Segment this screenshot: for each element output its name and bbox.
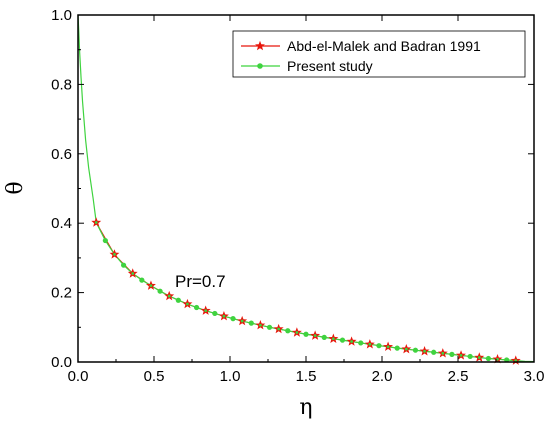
y-tick-label: 1.0	[51, 7, 72, 24]
annotation-pr: Pr=0.7	[175, 272, 226, 291]
legend-marker-circle	[257, 63, 263, 69]
x-tick-label: 3.0	[524, 368, 545, 385]
point-present-study	[193, 304, 200, 311]
point-present-study	[266, 324, 273, 330]
point-present-study	[259, 323, 262, 327]
point-present-study	[376, 343, 382, 349]
y-tick-label: 0.6	[51, 146, 72, 163]
point-present-study	[240, 319, 244, 323]
point-present-study	[477, 356, 481, 359]
y-tick-label: 0.2	[51, 285, 72, 302]
plot-layer	[77, 14, 535, 365]
point-present-study	[467, 353, 473, 360]
point-present-study	[441, 351, 445, 355]
point-present-study	[102, 237, 108, 244]
point-present-study	[449, 351, 455, 357]
point-present-study	[303, 331, 309, 337]
x-tick-label: 2.5	[448, 368, 469, 385]
point-present-study	[331, 337, 335, 341]
x-tick-label: 0.5	[144, 368, 165, 385]
y-tick-label: 0.4	[51, 215, 72, 232]
point-present-study	[368, 342, 372, 346]
point-present-study	[212, 310, 218, 317]
x-tick-label: 0.0	[68, 368, 89, 385]
y-axis-title: θ	[3, 181, 28, 194]
point-present-study	[131, 272, 135, 275]
point-present-study	[313, 334, 317, 338]
point-present-study	[412, 347, 419, 353]
point-present-study	[504, 357, 510, 363]
y-tick-label: 0.0	[51, 354, 72, 371]
legend-label: Present study	[287, 58, 373, 74]
point-present-study	[248, 320, 254, 326]
point-present-study	[277, 327, 281, 331]
ticks-layer: 0.0 0.5 1.0 1.5 2.0 2.5 3.0 0.0 0.2 0.4 0.6 0.8 1.0	[51, 7, 544, 385]
point-present-study	[358, 340, 364, 346]
point-present-study	[485, 355, 491, 362]
legend-label: Abd-el-Malek and Badran 1991	[287, 38, 481, 54]
point-present-study	[167, 294, 171, 298]
point-present-study	[113, 253, 116, 256]
point-present-study	[94, 221, 98, 224]
point-present-study	[295, 331, 299, 334]
x-tick-label: 1.5	[296, 368, 317, 385]
point-present-study	[121, 262, 127, 268]
point-present-study	[175, 297, 181, 303]
point-present-study	[350, 340, 353, 343]
point-present-study	[139, 277, 145, 283]
point-present-study	[423, 349, 426, 353]
legend: Abd-el-Malek and Badran 1991 Present stud…	[232, 30, 526, 78]
point-present-study	[285, 328, 291, 334]
legend-box	[232, 30, 526, 78]
point-present-study	[496, 357, 499, 361]
point-present-study	[339, 337, 346, 343]
point-present-study	[204, 309, 208, 313]
x-axis-title: η	[299, 395, 312, 420]
y-tick-label: 0.8	[51, 76, 72, 93]
x-tick-label: 2.0	[372, 368, 393, 385]
point-present-study	[459, 354, 463, 357]
legend-marker-star	[255, 40, 265, 51]
point-present-study	[386, 345, 390, 349]
point-present-study	[230, 316, 236, 322]
point-present-study	[186, 302, 189, 306]
point-present-study	[157, 288, 163, 294]
point-present-study	[222, 314, 226, 318]
x-tick-label: 1.0	[220, 368, 241, 385]
point-present-study	[394, 345, 400, 351]
point-present-study	[149, 284, 153, 288]
point-present-study	[321, 334, 327, 340]
point-present-study	[404, 347, 408, 351]
point-present-study	[431, 349, 437, 355]
